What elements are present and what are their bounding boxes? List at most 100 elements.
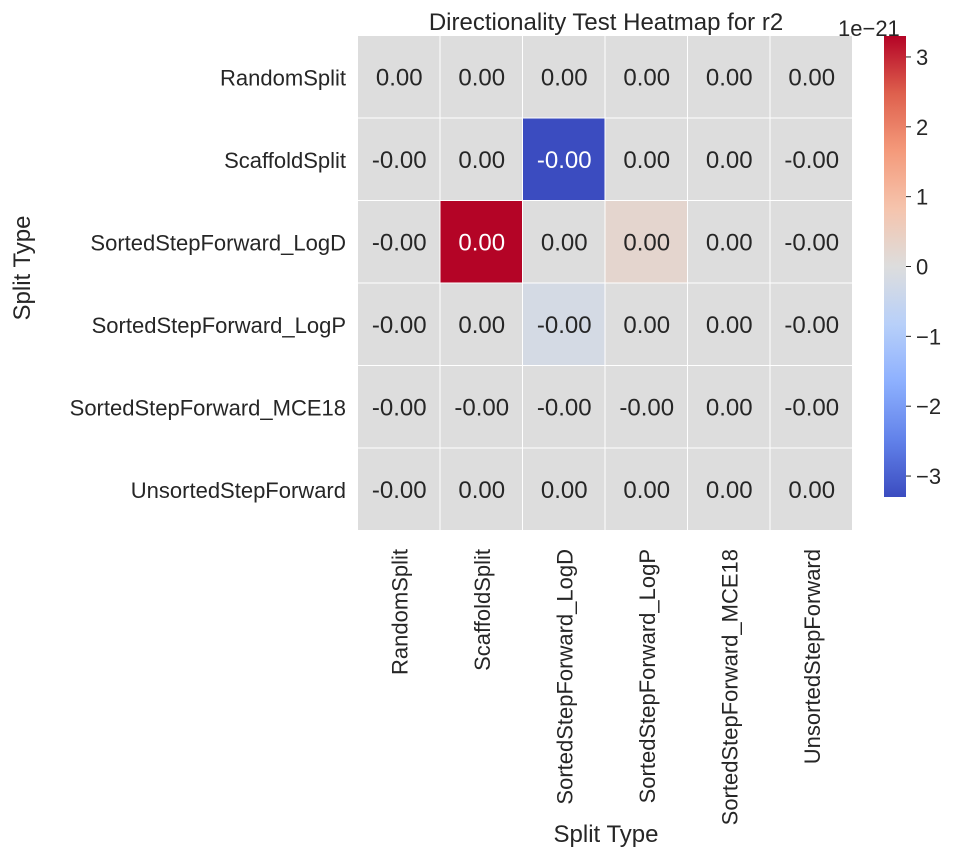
cell-annotation: -0.00 bbox=[784, 312, 839, 339]
colorbar-tick-label: −3 bbox=[916, 464, 941, 489]
colorbar: −3 −2 −1 0 1 2 3 bbox=[884, 36, 941, 497]
heatmap-cell-r1-c4 bbox=[688, 118, 770, 200]
cell-annotation: 0.00 bbox=[706, 394, 753, 421]
cell-annotation: -0.00 bbox=[619, 394, 674, 421]
cell-annotation: -0.00 bbox=[454, 394, 509, 421]
cell-annotation: -0.00 bbox=[784, 147, 839, 174]
cell-annotation: 0.00 bbox=[623, 477, 670, 504]
x-tick-label: UnsortedStepForward bbox=[800, 549, 825, 764]
colorbar-tick-label: 2 bbox=[916, 115, 928, 140]
cell-annotation: 0.00 bbox=[541, 229, 588, 256]
chart-title: Directionality Test Heatmap for r2 bbox=[429, 9, 783, 36]
x-tick-label: SortedStepForward_LogP bbox=[635, 549, 660, 803]
cell-annotation: 0.00 bbox=[706, 147, 753, 174]
cell-annotation: 0.00 bbox=[623, 147, 670, 174]
y-tick-label: ScaffoldSplit bbox=[224, 148, 346, 173]
cell-annotation: 0.00 bbox=[706, 312, 753, 339]
heatmap-cell-r3-c0 bbox=[358, 283, 440, 365]
y-tick-labels: RandomSplit ScaffoldSplit SortedStepForwar… bbox=[70, 65, 346, 503]
cell-annotation: 0.00 bbox=[623, 229, 670, 256]
cell-annotation: 0.00 bbox=[706, 64, 753, 91]
y-tick-label: UnsortedStepForward bbox=[131, 478, 346, 503]
heatmap-cell-r3-c1 bbox=[440, 283, 522, 365]
heatmap-cell-r2-c3 bbox=[605, 201, 687, 283]
heatmap-cell-r0-c5 bbox=[770, 36, 852, 118]
cell-annotation: 0.00 bbox=[458, 477, 505, 504]
cell-annotation: 0.00 bbox=[623, 64, 670, 91]
heatmap-cell-r2-c4 bbox=[688, 201, 770, 283]
colorbar-tick-label: 1 bbox=[916, 185, 928, 210]
cell-annotation: 0.00 bbox=[458, 147, 505, 174]
y-tick-label: RandomSplit bbox=[220, 65, 346, 90]
heatmap-cell-r5-c2 bbox=[523, 448, 605, 530]
heatmap-cell-r0-c2 bbox=[523, 36, 605, 118]
cell-annotation: 0.00 bbox=[458, 64, 505, 91]
heatmap-cell-r5-c0 bbox=[358, 448, 440, 530]
cell-annotation: 0.00 bbox=[376, 64, 423, 91]
heatmap-cell-r4-c2 bbox=[523, 366, 605, 448]
heatmap-cell-r0-c4 bbox=[688, 36, 770, 118]
heatmap-cell-r1-c5 bbox=[770, 118, 852, 200]
heatmap-cell-r0-c0 bbox=[358, 36, 440, 118]
colorbar-tick-label: −1 bbox=[916, 324, 941, 349]
x-tick-labels: RandomSplit ScaffoldSplit SortedStepForwar… bbox=[387, 549, 825, 825]
colorbar-scale-label: 1e−21 bbox=[838, 16, 900, 41]
cell-annotation: 0.00 bbox=[788, 64, 835, 91]
cell-annotation: 0.00 bbox=[458, 312, 505, 339]
heatmap-cell-r2-c1 bbox=[440, 201, 522, 283]
cell-annotation: -0.00 bbox=[372, 394, 427, 421]
cell-annotation: 0.00 bbox=[623, 312, 670, 339]
colorbar-tick-label: −2 bbox=[916, 394, 941, 419]
cell-annotation: -0.00 bbox=[372, 147, 427, 174]
cell-annotation: 0.00 bbox=[458, 229, 505, 256]
colorbar-tick-label: 3 bbox=[916, 45, 928, 70]
cell-annotation: 0.00 bbox=[541, 64, 588, 91]
heatmap-cells: 0.00 0.00 0.00 0.00 0.00 0.00 -0.00 0.00 -0.00 0.… bbox=[358, 36, 852, 530]
y-axis-label: Split Type bbox=[9, 216, 36, 321]
x-tick-label: SortedStepForward_MCE18 bbox=[717, 549, 742, 825]
cell-annotation: -0.00 bbox=[372, 312, 427, 339]
y-tick-label: SortedStepForward_LogP bbox=[92, 313, 346, 338]
heatmap-cell-r2-c5 bbox=[770, 201, 852, 283]
heatmap-cell-r3-c3 bbox=[605, 283, 687, 365]
cell-annotation: 0.00 bbox=[706, 477, 753, 504]
heatmap-cell-r5-c4 bbox=[688, 448, 770, 530]
heatmap-cell-r4-c3 bbox=[605, 366, 687, 448]
heatmap-cell-r0-c1 bbox=[440, 36, 522, 118]
cell-annotation: -0.00 bbox=[537, 394, 592, 421]
x-tick-label: SortedStepForward_LogD bbox=[552, 549, 577, 805]
heatmap-cell-r1-c0 bbox=[358, 118, 440, 200]
heatmap-cell-r4-c0 bbox=[358, 366, 440, 448]
cell-annotation: -0.00 bbox=[537, 312, 592, 339]
heatmap-cell-r3-c2 bbox=[523, 283, 605, 365]
heatmap-cell-r5-c1 bbox=[440, 448, 522, 530]
heatmap-cell-r5-c5 bbox=[770, 448, 852, 530]
heatmap-cell-r1-c3 bbox=[605, 118, 687, 200]
heatmap-cell-r3-c4 bbox=[688, 283, 770, 365]
heatmap-cell-r1-c1 bbox=[440, 118, 522, 200]
heatmap-cell-r2-c2 bbox=[523, 201, 605, 283]
heatmap-cell-r5-c3 bbox=[605, 448, 687, 530]
x-tick-label: RandomSplit bbox=[387, 549, 412, 675]
x-tick-label: ScaffoldSplit bbox=[470, 549, 495, 671]
colorbar-gradient bbox=[884, 36, 906, 497]
cell-annotation: -0.00 bbox=[372, 229, 427, 256]
cell-annotation: -0.00 bbox=[784, 394, 839, 421]
cell-annotation: 0.00 bbox=[706, 229, 753, 256]
cell-annotation: 0.00 bbox=[788, 477, 835, 504]
colorbar-tick-label: 0 bbox=[916, 255, 928, 280]
x-axis-label: Split Type bbox=[554, 821, 659, 848]
heatmap-cell-r0-c3 bbox=[605, 36, 687, 118]
heatmap-cell-r2-c0 bbox=[358, 201, 440, 283]
y-tick-label: SortedStepForward_LogD bbox=[90, 230, 346, 255]
heatmap-cell-r1-c2 bbox=[523, 118, 605, 200]
heatmap-cell-r4-c4 bbox=[688, 366, 770, 448]
cell-annotation: -0.00 bbox=[372, 477, 427, 504]
heatmap-cell-r3-c5 bbox=[770, 283, 852, 365]
cell-annotation: 0.00 bbox=[541, 477, 588, 504]
heatmap-cell-r4-c5 bbox=[770, 366, 852, 448]
y-tick-label: SortedStepForward_MCE18 bbox=[70, 395, 346, 420]
cell-annotation: -0.00 bbox=[537, 147, 592, 174]
